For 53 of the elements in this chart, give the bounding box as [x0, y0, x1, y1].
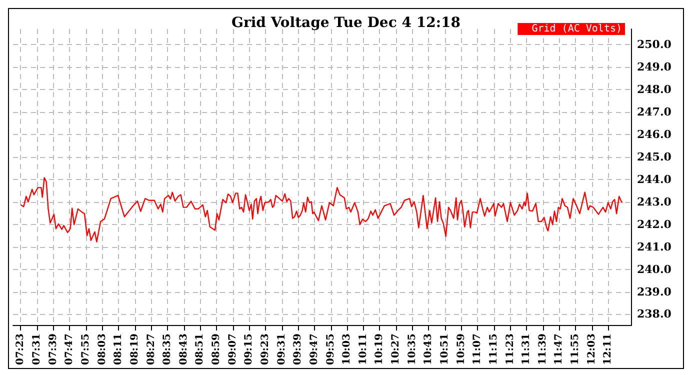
y-tick-label: 244.0 [637, 172, 672, 186]
x-tick-label: 08:19 [129, 333, 140, 366]
x-tick-label: 11:55 [570, 333, 582, 366]
y-tick-label: 250.0 [637, 38, 672, 52]
y-tick-label: 238.0 [637, 308, 672, 321]
x-tick-label: 08:51 [194, 333, 206, 366]
x-tick-label: 10:27 [390, 333, 402, 366]
x-tick-label: 11:23 [504, 333, 516, 366]
x-tick-label: 07:23 [15, 333, 26, 366]
x-tick-label: 09:55 [325, 333, 336, 366]
y-tick-label: 247.0 [637, 106, 672, 119]
x-tick-label: 07:55 [80, 333, 92, 366]
x-tick-label: 08:03 [96, 333, 108, 366]
text: Grid (AC Volts) [532, 24, 622, 34]
x-tick-label: 09:31 [276, 333, 288, 366]
y-tick-label: 240.0 [637, 262, 672, 276]
x-tick-label: 12:03 [586, 333, 598, 366]
x-tick-label: 11:07 [472, 333, 484, 366]
x-tick-label: 09:47 [308, 333, 320, 366]
x-tick-label: 08:43 [178, 333, 190, 366]
x-tick-label: 09:07 [227, 333, 238, 366]
line-series [20, 177, 623, 243]
y-tick-label: 249.0 [637, 60, 672, 74]
x-tick-label: 10:51 [439, 333, 450, 366]
x-tick-label: 08:27 [146, 333, 157, 366]
x-tick-label: 10:35 [406, 333, 418, 366]
x-tick-label: 11:15 [488, 333, 500, 366]
y-tick-label: 243.0 [637, 195, 672, 208]
x-tick-label: 12:11 [602, 333, 614, 366]
x-tick-label: 10:19 [374, 333, 386, 366]
y-tick-label: 245.0 [637, 150, 672, 164]
x-tick-label: 09:39 [292, 333, 304, 366]
x-tick-label: 11:39 [537, 333, 548, 366]
x-tick-label: 11:47 [554, 333, 565, 366]
x-tick-label: 09:15 [244, 333, 255, 366]
x-tick-label: 08:11 [113, 333, 124, 366]
x-tick-label: 10:11 [358, 333, 369, 366]
y-tick-label: 246.0 [637, 128, 672, 142]
x-tick-label: 07:31 [32, 333, 43, 366]
y-tick-label: 239.0 [637, 285, 672, 298]
x-tick-label: 07:47 [64, 333, 76, 366]
y-tick-label: 241.0 [637, 240, 672, 254]
y-tick-label: 242.0 [637, 218, 672, 231]
x-tick-label: 08:59 [211, 333, 222, 366]
x-tick-label: 11:31 [521, 333, 532, 366]
x-tick-label: 09:23 [260, 333, 271, 366]
x-tick-label: 10:03 [342, 333, 353, 366]
chart-title: Grid Voltage Tue Dec 4 12:18 [232, 15, 460, 31]
x-tick-label: 10:59 [456, 333, 467, 366]
y-tick-label: 248.0 [637, 83, 672, 96]
x-tick-label: 10:43 [423, 333, 434, 366]
x-tick-label: 07:39 [48, 333, 59, 366]
x-tick-label: 08:35 [162, 333, 174, 366]
